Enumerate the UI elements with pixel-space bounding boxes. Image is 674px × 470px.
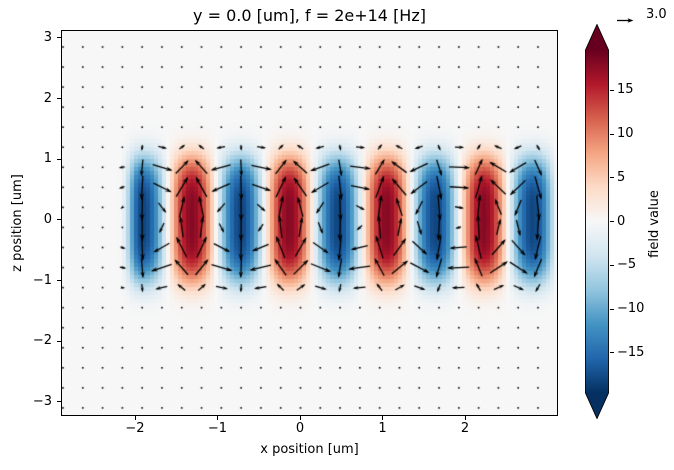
y-axis-label: z position [um] <box>10 174 25 272</box>
colorbar-tick-mark <box>610 177 614 179</box>
y-tick-label: −2 <box>32 333 52 349</box>
y-tick-mark <box>57 401 61 403</box>
x-tick-mark <box>382 416 383 420</box>
x-tick-mark <box>299 416 301 420</box>
x-tick-label: 0 <box>295 421 305 436</box>
quiver-key-label: 3.0 <box>646 7 667 22</box>
colorbar-tick-mark <box>610 133 614 135</box>
x-tick-mark <box>464 416 466 420</box>
y-tick-mark <box>57 37 61 39</box>
x-axis-label: x position [um] <box>260 442 359 457</box>
x-tick-mark <box>217 416 218 420</box>
plot-title: y = 0.0 [um], f = 2e+14 [Hz] <box>193 6 426 25</box>
quiver-key-arrow <box>617 18 634 23</box>
x-tick-label: 2 <box>460 421 470 436</box>
y-tick-mark <box>57 340 61 342</box>
colorbar-tick-mark <box>610 89 614 91</box>
x-tick-label: −2 <box>125 421 145 436</box>
colorbar-tick-label: 10 <box>617 126 634 141</box>
colorbar-tick-mark <box>610 221 614 222</box>
colorbar-tick-label: −10 <box>617 301 645 316</box>
x-tick-mark <box>134 416 136 420</box>
colorbar-tick-mark <box>610 352 614 354</box>
y-tick-label: 1 <box>43 151 52 167</box>
colorbar-tick-mark <box>610 308 614 310</box>
colorbar <box>585 24 609 419</box>
field-heatmap-quiver-canvas <box>62 31 557 415</box>
y-tick-mark <box>57 219 61 221</box>
x-tick-label: −1 <box>207 421 228 436</box>
x-tick-label: 1 <box>378 421 387 436</box>
colorbar-gradient-bar <box>585 24 609 419</box>
y-tick-label: 2 <box>43 90 52 106</box>
colorbar-tick-label: −5 <box>617 257 637 273</box>
colorbar-tick-label: 5 <box>617 169 626 185</box>
y-tick-mark <box>57 98 61 100</box>
colorbar-tick-label: 15 <box>617 82 634 98</box>
y-tick-label: −1 <box>32 272 52 288</box>
colorbar-tick-mark <box>610 264 614 266</box>
y-tick-label: −3 <box>32 393 52 409</box>
y-tick-label: 3 <box>43 29 52 45</box>
colorbar-label: field value <box>647 190 662 258</box>
y-tick-label: 0 <box>43 211 52 227</box>
y-tick-mark <box>57 158 61 160</box>
colorbar-tick-label: −15 <box>617 344 645 360</box>
axes-area <box>61 30 558 416</box>
colorbar-tick-label: 0 <box>617 213 626 229</box>
y-tick-mark <box>57 280 61 282</box>
